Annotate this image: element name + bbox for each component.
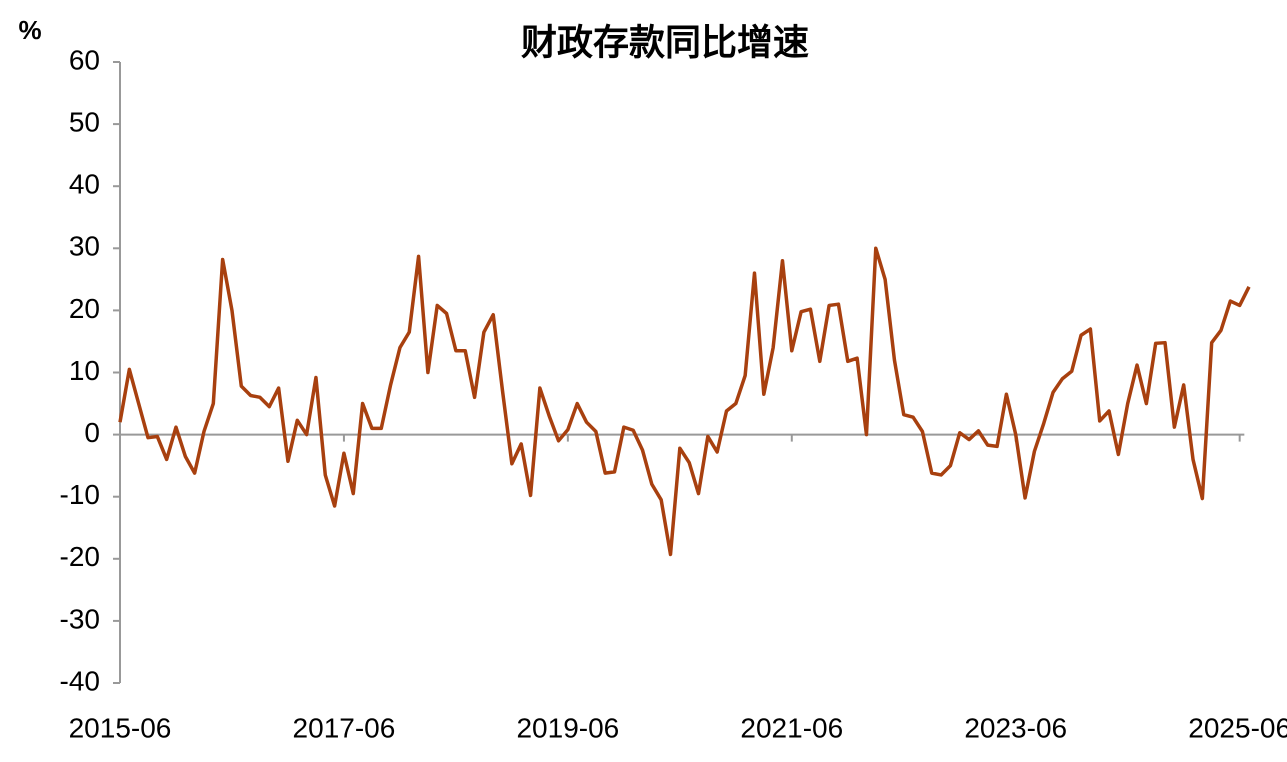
y-tick-label: 0	[84, 417, 100, 448]
y-tick-label: 40	[69, 169, 100, 200]
x-tick-label: 2019-06	[516, 712, 619, 743]
x-tick-label: 2025-06	[1188, 712, 1287, 743]
y-tick-label: 20	[69, 293, 100, 324]
x-tick-label: 2023-06	[964, 712, 1067, 743]
x-tick-label: 2021-06	[740, 712, 843, 743]
chart-title: 财政存款同比增速	[521, 22, 809, 63]
y-tick-label: -10	[60, 479, 100, 510]
y-tick-label: 30	[69, 231, 100, 262]
x-tick-label: 2017-06	[293, 712, 396, 743]
y-tick-label: -30	[60, 603, 100, 634]
y-axis-label: %	[18, 15, 41, 45]
y-tick-label: 10	[69, 355, 100, 386]
x-tick-label: 2015-06	[69, 712, 172, 743]
y-tick-label: -40	[60, 665, 100, 696]
y-tick-label: -20	[60, 541, 100, 572]
data-line	[118, 246, 1251, 557]
y-tick-label: 50	[69, 106, 100, 137]
y-tick-label: 60	[69, 44, 100, 75]
